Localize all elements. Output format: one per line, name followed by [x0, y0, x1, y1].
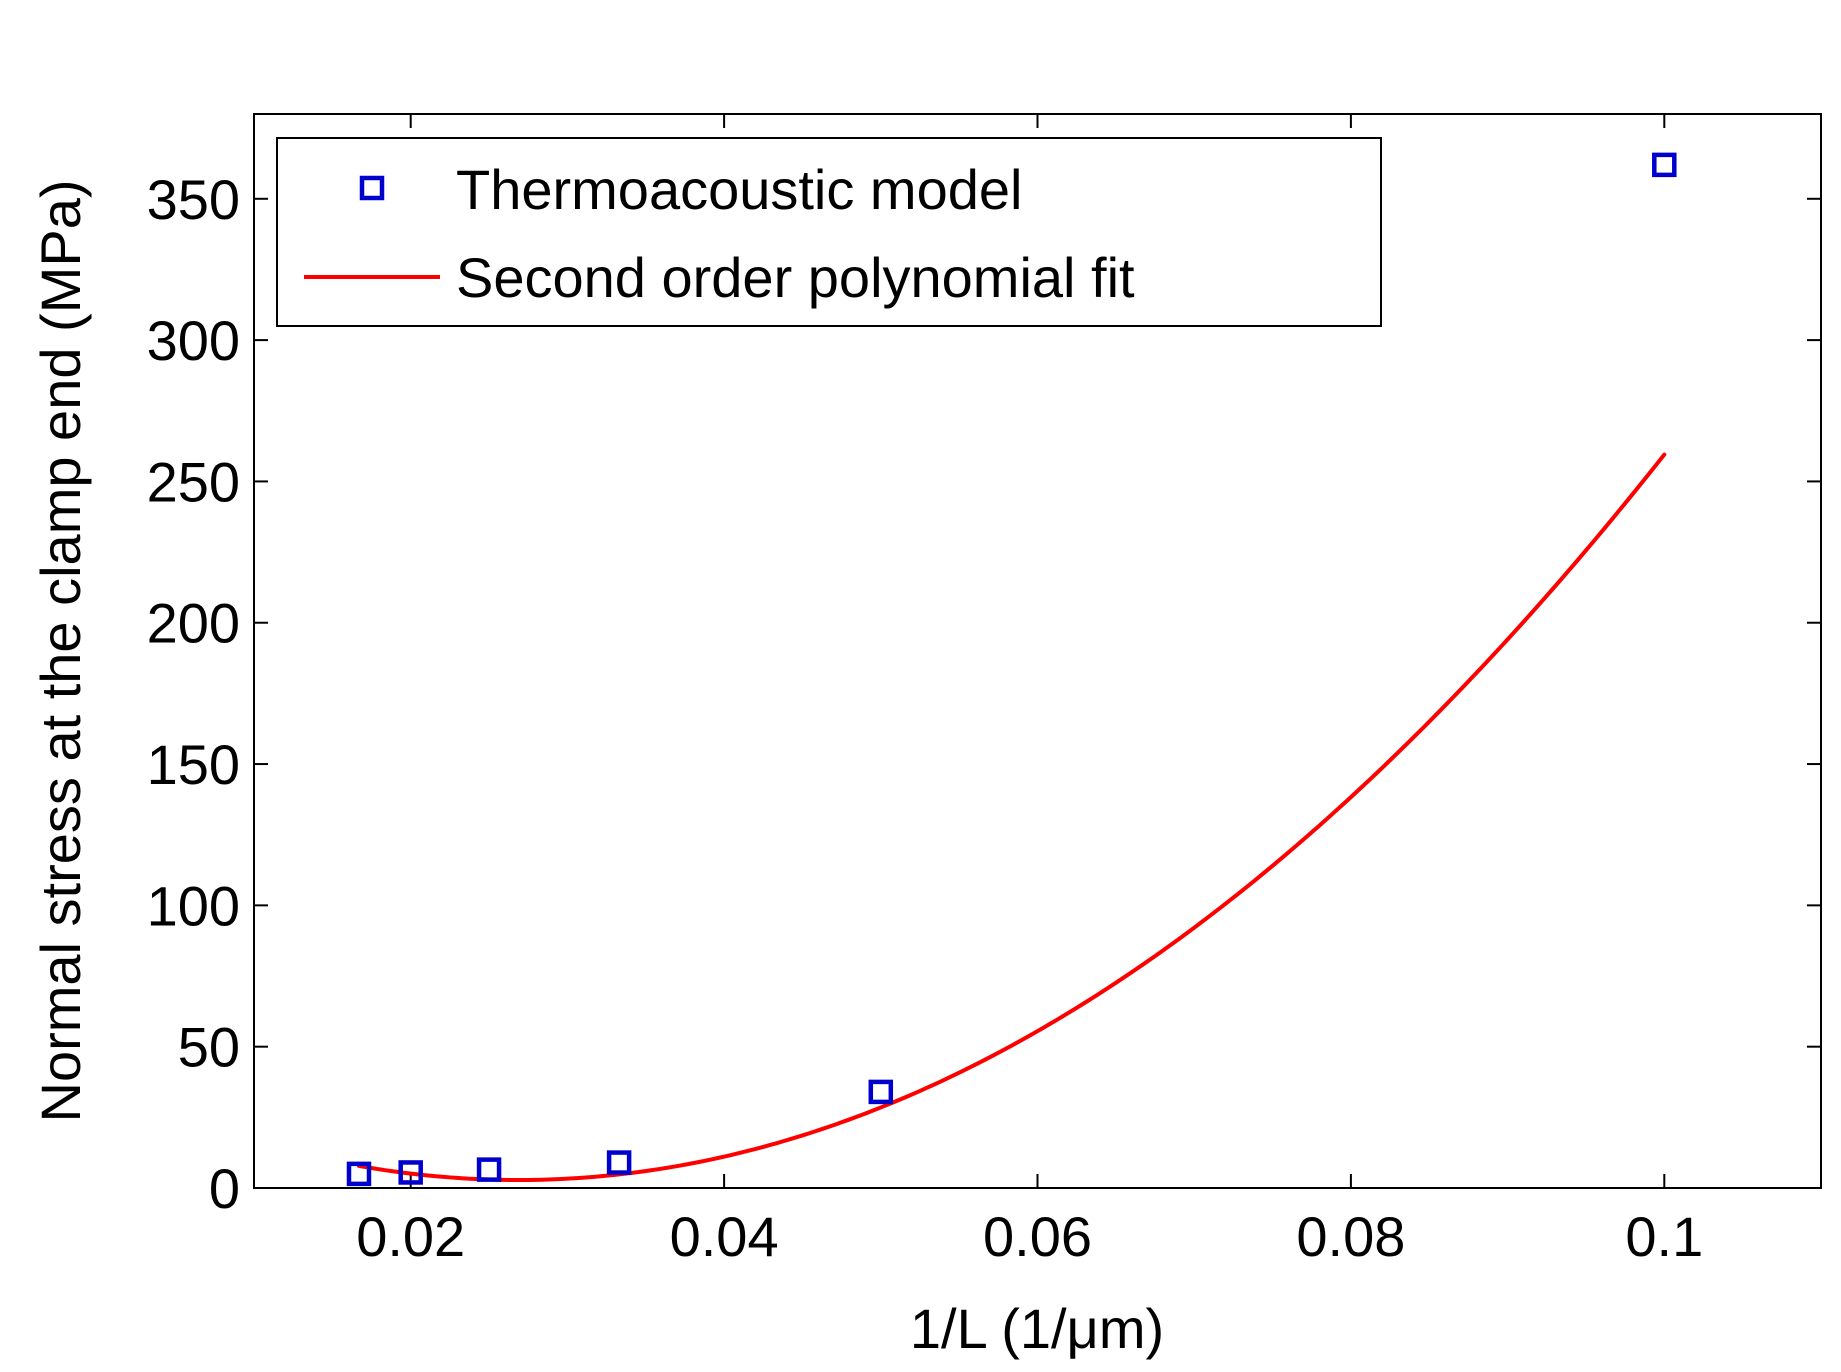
legend-box — [276, 137, 1382, 327]
x-ticks — [409, 114, 1666, 1188]
y-tick-label: 50 — [178, 1016, 240, 1079]
x-tick-labels: 0.02 0.04 0.06 0.08 0.1 — [356, 1205, 1703, 1268]
data-point-marker — [476, 1157, 502, 1182]
data-point-marker — [868, 1079, 894, 1105]
plot-area — [346, 152, 1677, 1187]
data-point-marker — [1652, 152, 1677, 178]
x-tick-label: 0.1 — [1625, 1205, 1703, 1268]
data-point-marker — [606, 1150, 632, 1175]
model-markers — [346, 152, 1677, 1187]
y-axis-label: Normal stress at the clamp end (MPa) — [29, 180, 92, 1123]
y-ticks — [254, 197, 1821, 1189]
legend-marker-icon — [359, 175, 385, 201]
y-tick-label: 200 — [147, 592, 240, 655]
polynomial-fit-line — [356, 452, 1667, 1182]
y-tick-label: 100 — [147, 874, 240, 937]
data-point-marker — [346, 1161, 372, 1187]
y-tick-label: 150 — [147, 733, 240, 796]
y-tick-label: 0 — [209, 1157, 240, 1220]
x-tick-label: 0.08 — [1296, 1205, 1405, 1268]
y-tick-label: 250 — [147, 450, 240, 513]
y-tick-label: 350 — [147, 168, 240, 231]
x-tick-label: 0.02 — [356, 1205, 465, 1268]
legend-label-polynomial-fit: Second order polynomial fit — [456, 246, 1135, 309]
x-axis-label: 1/L (1/μm) — [910, 1297, 1164, 1360]
legend: Thermoacoustic model Second order polyno… — [276, 137, 1382, 327]
legend-label-thermoacoustic: Thermoacoustic model — [456, 158, 1022, 221]
x-tick-label: 0.04 — [670, 1205, 779, 1268]
y-tick-labels: 0 50 100 150 200 250 300 350 — [147, 168, 240, 1220]
data-point-marker — [398, 1160, 423, 1185]
x-tick-label: 0.06 — [983, 1205, 1092, 1268]
y-tick-label: 300 — [147, 309, 240, 372]
